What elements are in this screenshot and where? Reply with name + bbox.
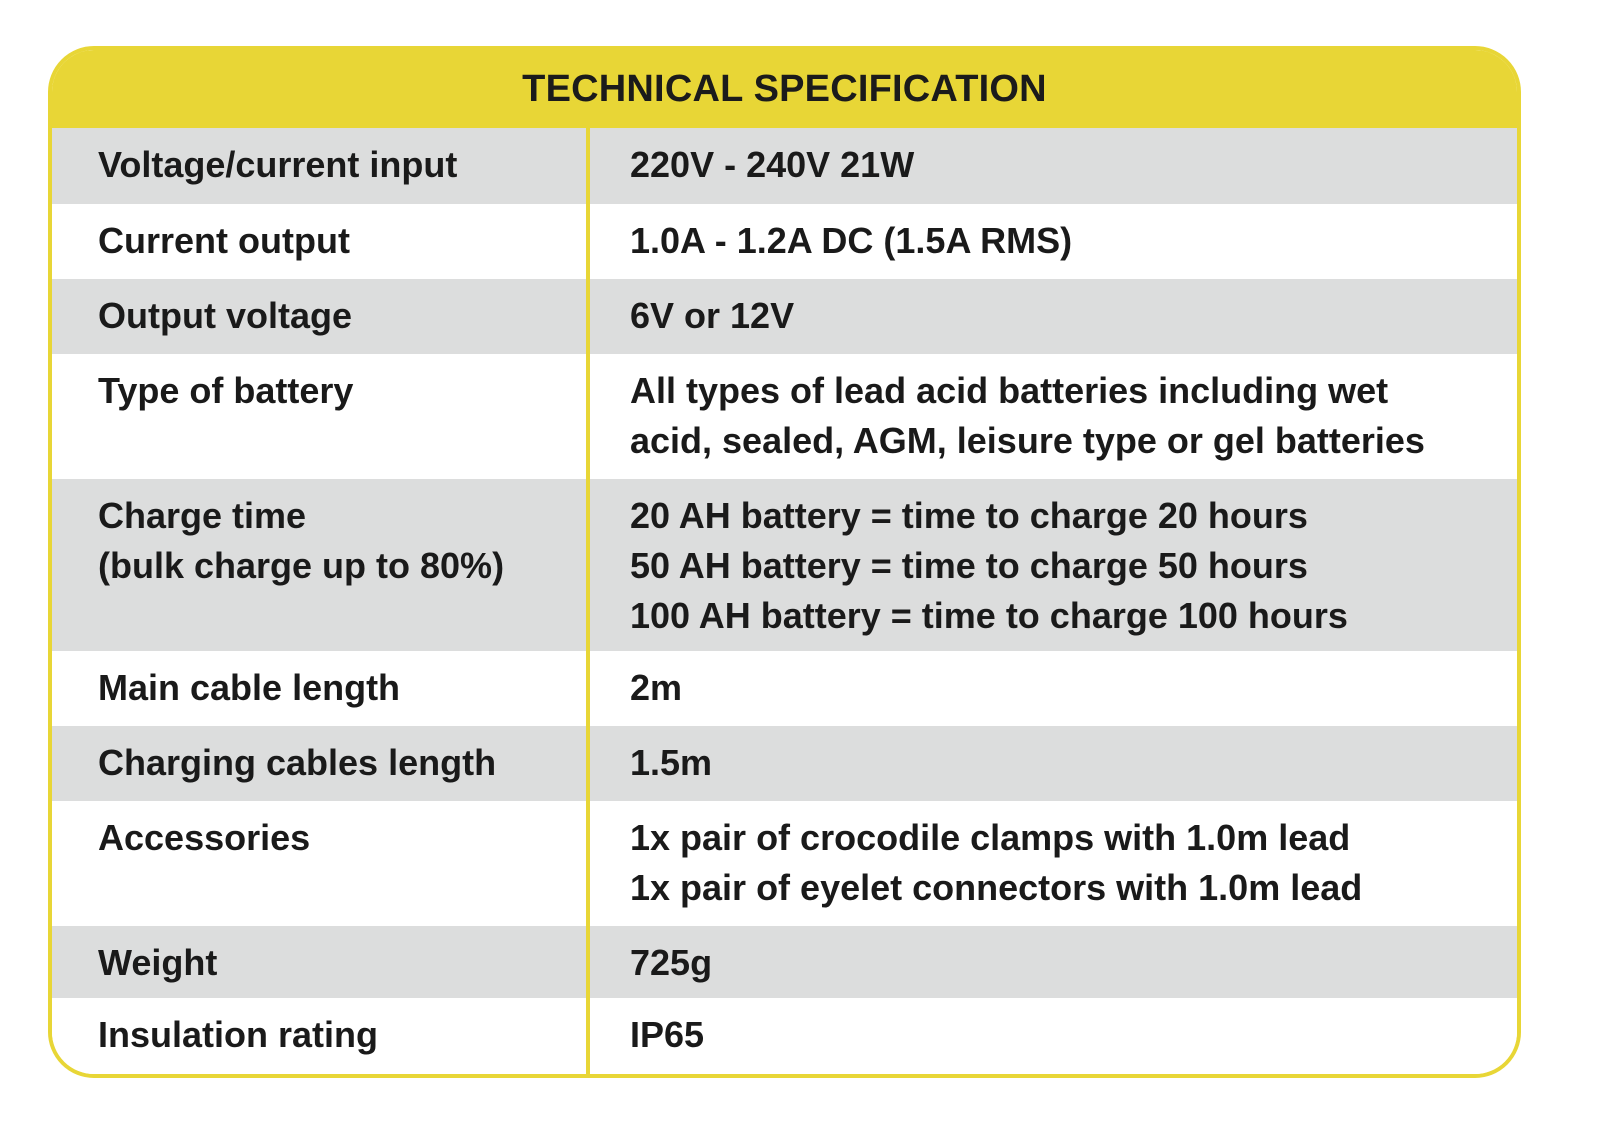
spec-label: Accessories: [98, 817, 311, 858]
spec-row-insulation: Insulation rating IP65: [52, 998, 1517, 1074]
spec-value: 1x pair of crocodile clamps with 1.0m le…: [630, 817, 1363, 908]
spec-row-output-voltage: Output voltage 6V or 12V: [52, 279, 1517, 354]
spec-row-charge-time: Charge time (bulk charge up to 80%) 20 A…: [52, 479, 1517, 651]
column-divider: [586, 128, 590, 1074]
spec-row-voltage-input: Voltage/current input 220V - 240V 21W: [52, 128, 1517, 204]
spec-value: 725g: [630, 942, 713, 983]
spec-value: 20 AH battery = time to charge 20 hours …: [630, 495, 1348, 636]
spec-row-current-output: Current output 1.0A - 1.2A DC (1.5A RMS): [52, 204, 1517, 279]
spec-value: IP65: [630, 1014, 705, 1055]
spec-row-weight: Weight 725g: [52, 926, 1517, 998]
spec-card: TECHNICAL SPECIFICATION Voltage/current …: [48, 46, 1521, 1078]
spec-label: Type of battery: [98, 370, 354, 411]
spec-row-charging-cables: Charging cables length 1.5m: [52, 726, 1517, 801]
spec-value: 6V or 12V: [630, 295, 795, 336]
spec-label: Main cable length: [98, 667, 401, 708]
spec-title: TECHNICAL SPECIFICATION: [52, 50, 1517, 128]
spec-value: 1.5m: [630, 742, 713, 783]
spec-table: Voltage/current input 220V - 240V 21W Cu…: [52, 128, 1517, 1074]
spec-label: Output voltage: [98, 295, 352, 336]
spec-row-battery-type: Type of battery All types of lead acid b…: [52, 354, 1517, 479]
spec-label: Charge time (bulk charge up to 80%): [98, 495, 505, 586]
spec-label: Insulation rating: [98, 1014, 379, 1055]
spec-label: Weight: [98, 942, 218, 983]
spec-value: 220V - 240V 21W: [630, 144, 915, 185]
spec-row-main-cable: Main cable length 2m: [52, 651, 1517, 726]
spec-label: Current output: [98, 220, 350, 261]
spec-value: All types of lead acid batteries includi…: [630, 370, 1425, 461]
spec-value: 2m: [630, 667, 683, 708]
spec-value: 1.0A - 1.2A DC (1.5A RMS): [630, 220, 1073, 261]
spec-label: Voltage/current input: [98, 144, 458, 185]
spec-row-accessories: Accessories 1x pair of crocodile clamps …: [52, 801, 1517, 926]
spec-label: Charging cables length: [98, 742, 497, 783]
